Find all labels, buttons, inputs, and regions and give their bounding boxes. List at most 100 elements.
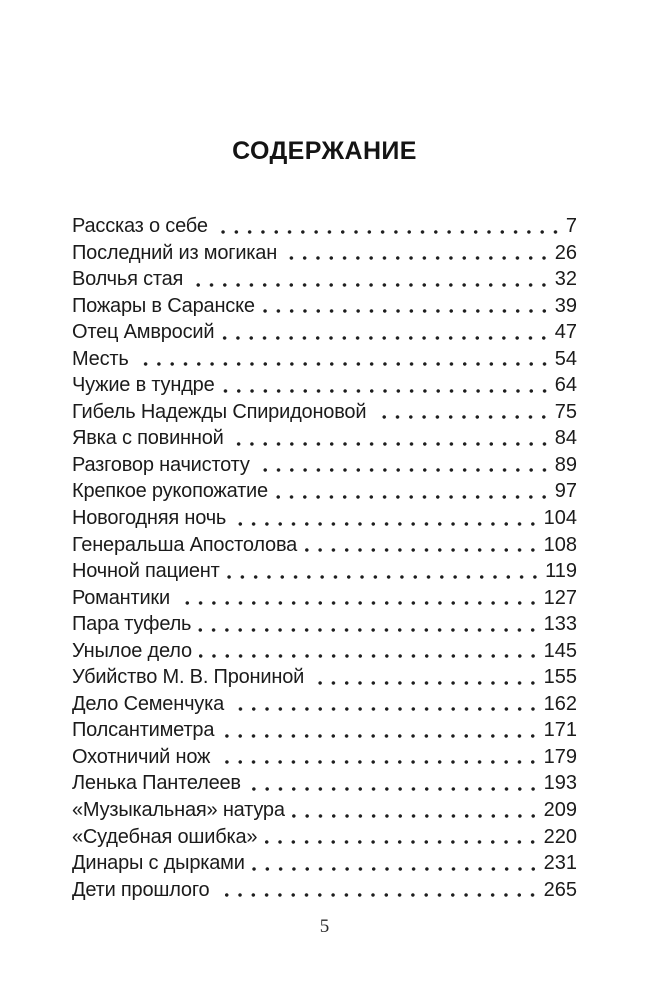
toc-entry-page: 265 — [543, 878, 577, 901]
toc-entry-page: 104 — [543, 507, 577, 530]
toc-entry: Явка с повинной 84 — [72, 425, 577, 452]
toc-entry: Новогодняя ночь 104 — [72, 505, 577, 532]
toc-entry: Крепкое рукопожатие 97 — [72, 478, 577, 505]
toc-entry-title: Гибель Надежды Спиридоновой — [72, 400, 367, 423]
toc-entry-page: 231 — [543, 852, 577, 875]
page-title: СОДЕРЖАНИЕ — [232, 137, 417, 165]
toc-entry-title: Новогодняя ночь — [72, 507, 227, 530]
dot-leader — [226, 574, 542, 579]
toc-entry: Волчья стая 32 — [72, 266, 577, 293]
toc-entry-page: 145 — [543, 639, 577, 662]
toc-entry-page: 220 — [543, 825, 577, 848]
toc-entry-page: 179 — [543, 745, 577, 768]
dot-leader — [190, 282, 551, 287]
toc-entry: Рассказ о себе 7 — [72, 213, 577, 240]
toc-entry: Полсантиметра 171 — [72, 717, 577, 744]
dot-leader — [231, 707, 540, 712]
toc-entry-title: Полсантиметра — [72, 719, 215, 742]
dot-leader — [373, 415, 551, 420]
toc-entry-title: Чужие в тундре — [72, 374, 215, 397]
toc-entry-page: 32 — [554, 268, 577, 291]
toc-entry-page: 39 — [554, 294, 577, 317]
toc-entry-title: Месть — [72, 347, 129, 370]
dot-leader — [217, 760, 540, 765]
toc-entry-title: Динары с дырками — [72, 852, 245, 875]
toc-entry-page: 155 — [543, 666, 577, 689]
toc-entry-page: 97 — [554, 480, 577, 503]
dot-leader — [311, 680, 540, 685]
toc-entry-page: 193 — [543, 772, 577, 795]
dot-leader — [284, 256, 551, 261]
folio-page-number: 5 — [319, 916, 330, 938]
toc-entry-title: Убийство М. В. Прониной — [72, 666, 305, 689]
toc-entry: Месть 54 — [72, 346, 577, 373]
toc-entry-page: 75 — [554, 400, 577, 423]
toc-entry: «Судебная ошибка» 220 — [72, 824, 577, 851]
toc-entry-title: Явка с повинной — [72, 427, 224, 450]
dot-leader — [216, 893, 540, 898]
toc-entry-title: «Судебная ошибка» — [72, 825, 258, 848]
dot-leader — [230, 441, 551, 446]
dot-leader — [261, 309, 551, 314]
toc-entry-title: Рассказ о себе — [72, 215, 208, 237]
toc-entry-title: Дело Семенчука — [72, 692, 224, 715]
toc-entry-page: 162 — [543, 692, 577, 715]
dot-leader — [264, 840, 540, 845]
dot-leader — [135, 362, 551, 367]
toc-entry-page: 89 — [554, 453, 577, 476]
dot-leader — [221, 335, 551, 340]
toc-entry-page: 127 — [543, 586, 577, 609]
toc-entry: Разговор начистоту 89 — [72, 452, 577, 479]
dot-leader — [251, 866, 540, 871]
toc-entry: Ленька Пантелеев 193 — [72, 770, 577, 797]
toc-entry: Чужие в тундре 64 — [72, 372, 577, 399]
dot-leader — [256, 468, 551, 473]
toc-entry-title: «Музыкальная» натура — [72, 799, 285, 822]
toc-entry-title: Генеральша Апостолова — [72, 533, 298, 556]
toc-entry: Пожары в Саранске 39 — [72, 293, 577, 320]
toc-entry-title: Волчья стая — [72, 268, 184, 291]
dot-leader — [233, 521, 540, 526]
toc-entry: Охотничий нож 179 — [72, 744, 577, 771]
toc-entry: Романтики 127 — [72, 585, 577, 612]
toc-entry-page: 171 — [543, 719, 577, 742]
toc-entry: Ночной пациент 119 — [72, 558, 577, 585]
toc-entry: «Музыкальная» натура 209 — [72, 797, 577, 824]
toc-entry-title: Пара туфель — [72, 613, 192, 636]
toc-entry-title: Охотничий нож — [72, 745, 211, 768]
dot-leader — [176, 601, 540, 606]
dot-leader — [221, 733, 540, 738]
toc-entry: Пара туфель 133 — [72, 611, 577, 638]
toc-entry-page: 26 — [554, 241, 577, 264]
toc-entry-title: Отец Амвросий — [72, 321, 215, 344]
toc-entry-page: 209 — [543, 799, 577, 822]
toc-entry-page: 133 — [543, 613, 577, 636]
toc-entry: Дело Семенчука 162 — [72, 691, 577, 718]
toc-entry: Гибель Надежды Спиридоновой 75 — [72, 399, 577, 426]
toc-entry-title: Последний из могикан — [72, 241, 278, 264]
toc-entry: Последний из могикан 26 — [72, 240, 577, 267]
dot-leader — [304, 548, 540, 553]
dot-leader — [214, 229, 562, 234]
toc-entry-title: Крепкое рукопожатие — [72, 480, 268, 503]
toc-entry-page: 108 — [543, 533, 577, 556]
dot-leader — [274, 495, 551, 500]
toc-entry-page: 84 — [554, 427, 577, 450]
dot-leader — [291, 813, 540, 818]
toc-entry: Убийство М. В. Прониной 155 — [72, 664, 577, 691]
toc-entry-page: 7 — [565, 215, 577, 237]
toc-list: Рассказ о себе 7 Последний из могикан 26… — [72, 213, 577, 903]
toc-entry-page: 119 — [545, 560, 577, 583]
dot-leader — [198, 654, 540, 659]
toc-entry-title: Романтики — [72, 586, 170, 609]
toc-entry: Отец Амвросий 47 — [72, 319, 577, 346]
toc-entry-title: Унылое дело — [72, 639, 192, 662]
toc-entry-page: 54 — [554, 347, 577, 370]
toc-entry-page: 47 — [554, 321, 577, 344]
toc-entry-page: 64 — [554, 374, 577, 397]
toc-entry-title: Ночной пациент — [72, 560, 220, 583]
dot-leader — [221, 388, 551, 393]
dot-leader — [247, 787, 540, 792]
toc-entry-title: Дети прошлого — [72, 878, 210, 901]
